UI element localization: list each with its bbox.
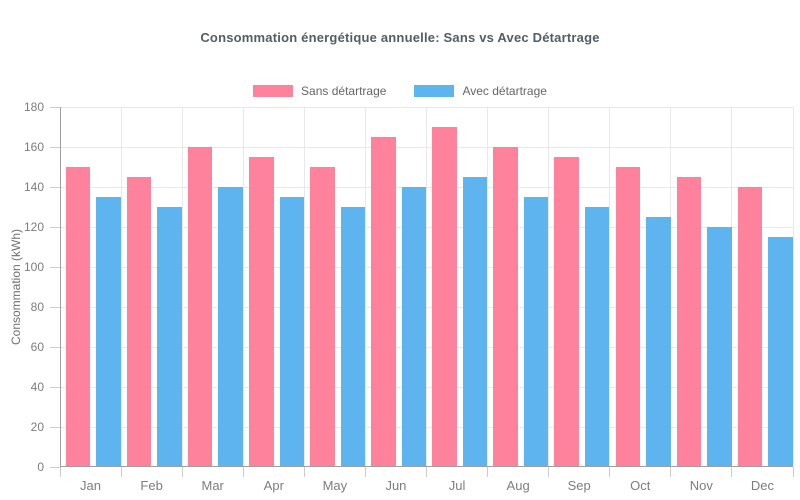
y-tick-label: 180 [23, 100, 44, 114]
bar-avec-dec [768, 237, 793, 466]
x-tick-mark-10 [670, 467, 672, 477]
x-tick-label-oct: Oct [630, 478, 651, 493]
y-tick-label: 120 [23, 220, 44, 234]
x-tick-mark-0 [59, 467, 61, 477]
y-tick-mark-140 [50, 187, 60, 188]
v-gridline-4 [303, 107, 305, 467]
v-gridline-7 [487, 107, 489, 467]
x-tick-label-sep: Sep [567, 478, 591, 493]
y-tick-mark-180 [50, 107, 60, 108]
bar-avec-feb [157, 207, 182, 466]
bar-avec-sep [584, 207, 610, 466]
y-tick-label: 160 [23, 140, 44, 154]
v-gridline-6 [426, 107, 427, 467]
bar-sans-jan [65, 167, 91, 466]
v-gridline-11 [731, 107, 733, 467]
v-gridline-3 [242, 107, 244, 467]
v-gridline-9 [609, 107, 611, 467]
x-tick-label-aug: Aug [506, 478, 530, 493]
x-tick-mark-12 [792, 467, 794, 477]
legend: Sans détartrage Avec détartrage [0, 84, 800, 98]
x-tick-label-jan: Jan [80, 478, 102, 493]
x-tick-mark-1 [120, 467, 122, 477]
bar-avec-nov [707, 227, 732, 466]
v-gridline-8 [548, 107, 550, 467]
y-tick-label: 80 [30, 300, 44, 314]
x-tick-mark-2 [181, 467, 183, 477]
bar-sans-nov [676, 177, 702, 466]
x-tick-mark-5 [364, 467, 366, 477]
v-gridline-12 [792, 107, 794, 467]
legend-swatch-avec-detartrage [414, 85, 455, 97]
y-tick-mark-0 [50, 467, 60, 468]
y-tick-mark-80 [50, 307, 60, 308]
bar-sans-jun [371, 137, 396, 466]
x-tick-label-apr: Apr [263, 478, 284, 493]
x-tick-mark-7 [487, 467, 489, 477]
x-tick-mark-6 [426, 467, 427, 477]
x-tick-label-may: May [322, 478, 348, 493]
y-tick-label: 20 [30, 420, 44, 434]
x-tick-mark-9 [609, 467, 611, 477]
y-axis-line [60, 107, 61, 467]
x-tick-label-jul: Jul [448, 478, 466, 493]
bar-sans-mar [187, 147, 213, 466]
bar-sans-sep [554, 157, 579, 466]
x-tick-mark-8 [548, 467, 550, 477]
bar-sans-dec [737, 187, 763, 466]
bar-avec-apr [279, 197, 305, 466]
y-tick-mark-40 [50, 387, 60, 388]
bar-sans-apr [249, 157, 274, 466]
y-tick-mark-120 [50, 227, 60, 228]
bar-sans-aug [493, 147, 518, 466]
y-tick-mark-160 [50, 147, 60, 148]
y-tick-mark-20 [50, 427, 60, 428]
x-axis-line [60, 466, 793, 467]
x-tick-label-mar: Mar [201, 478, 224, 493]
legend-item-avec-detartrage[interactable]: Avec détartrage [414, 84, 547, 98]
v-gridline-2 [181, 107, 183, 467]
plot-area [60, 107, 794, 467]
legend-item-sans-detartrage[interactable]: Sans détartrage [253, 84, 386, 98]
bar-avec-mar [218, 187, 243, 466]
legend-label-sans-detartrage: Sans détartrage [301, 84, 387, 98]
y-tick-label: 140 [23, 180, 44, 194]
bar-avec-jan [96, 197, 121, 466]
x-tick-label-feb: Feb [140, 478, 163, 493]
bar-sans-may [310, 167, 335, 466]
y-tick-mark-100 [50, 267, 60, 268]
x-tick-mark-4 [303, 467, 305, 477]
y-tick-label: 40 [30, 380, 44, 394]
y-tick-label: 0 [37, 460, 44, 474]
x-tick-label-dec: Dec [750, 478, 774, 493]
x-tick-mark-11 [731, 467, 733, 477]
x-tick-mark-3 [242, 467, 244, 477]
x-tick-label-nov: Nov [689, 478, 713, 493]
chart-title: Consommation énergétique annuelle: Sans … [200, 30, 600, 45]
v-gridline-5 [364, 107, 366, 467]
bar-sans-feb [126, 177, 152, 466]
bar-avec-may [340, 207, 366, 466]
bar-avec-jun [401, 187, 427, 466]
v-gridline-1 [120, 107, 122, 467]
legend-swatch-sans-detartrage [253, 85, 294, 97]
bar-avec-aug [523, 197, 549, 466]
legend-label-avec-detartrage: Avec détartrage [462, 84, 547, 98]
bar-avec-oct [646, 217, 671, 466]
v-gridline-10 [670, 107, 672, 467]
bar-avec-jul [462, 177, 488, 466]
bar-sans-jul [432, 127, 457, 466]
bar-sans-oct [615, 167, 641, 466]
y-axis-title: Consommation (kWh) [9, 228, 23, 346]
y-tick-label: 60 [30, 340, 44, 354]
y-tick-label: 100 [23, 260, 44, 274]
x-tick-label-jun: Jun [385, 478, 407, 493]
y-tick-mark-60 [50, 347, 60, 348]
